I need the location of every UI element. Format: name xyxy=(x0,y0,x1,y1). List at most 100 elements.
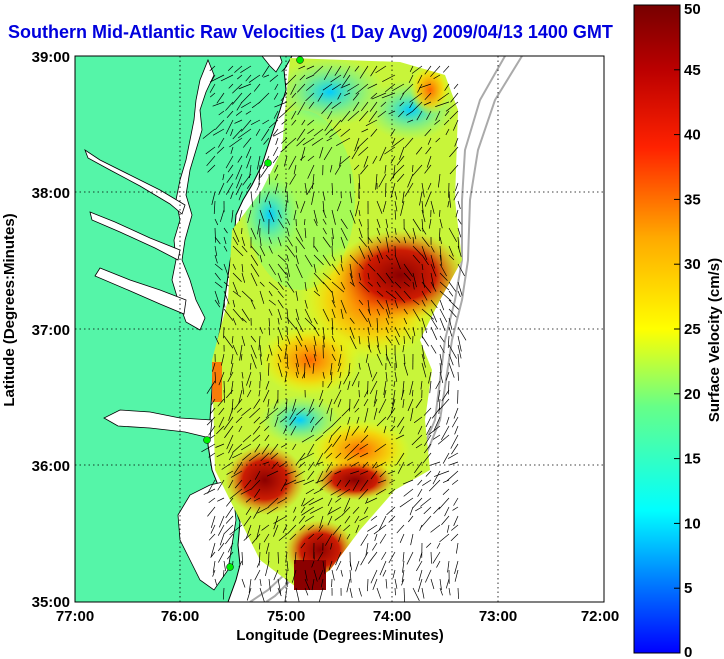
velocity-arrow xyxy=(236,407,243,413)
velocity-arrow xyxy=(228,407,234,421)
velocity-arrow xyxy=(438,173,441,188)
velocity-arrow xyxy=(383,380,387,395)
velocity-arrow xyxy=(334,470,342,475)
velocity-arrow xyxy=(320,578,324,588)
velocity-arrow xyxy=(444,110,450,117)
velocity-arrow xyxy=(340,227,348,241)
velocity-arrow xyxy=(225,182,234,195)
velocity-arrow xyxy=(418,569,423,581)
velocity-arrow xyxy=(432,470,441,485)
velocity-arrow xyxy=(376,587,382,599)
velocity-arrow xyxy=(385,371,388,382)
velocity-arrow xyxy=(339,371,342,379)
y-tick-label: 38:00 xyxy=(32,185,70,202)
velocity-arrow xyxy=(225,533,234,545)
velocity-arrow xyxy=(253,488,261,498)
velocity-arrow xyxy=(394,281,402,289)
velocity-arrow xyxy=(428,479,441,492)
velocity-arrow xyxy=(322,425,333,434)
velocity-arrow xyxy=(337,488,351,498)
velocity-arrow xyxy=(439,533,450,543)
velocity-arrow xyxy=(360,470,369,475)
velocity-arrow xyxy=(333,389,342,405)
velocity-arrow xyxy=(349,281,356,287)
velocity-arrow xyxy=(209,74,225,83)
velocity-arrow xyxy=(241,245,248,253)
velocity-arrow xyxy=(307,524,315,531)
velocity-arrow xyxy=(363,398,369,407)
velocity-arrow xyxy=(448,362,455,378)
velocity-arrow xyxy=(230,146,234,154)
velocity-arrow xyxy=(232,236,239,246)
velocity-arrow xyxy=(285,569,288,585)
velocity-arrow xyxy=(301,506,315,516)
velocity-arrow xyxy=(237,74,243,80)
velocity-arrow xyxy=(218,416,225,428)
velocity-arrow xyxy=(331,290,335,304)
velocity-arrow xyxy=(404,137,414,148)
velocity-arrow xyxy=(277,353,282,363)
velocity-arrow xyxy=(450,434,459,449)
velocity-arrow xyxy=(331,317,334,330)
velocity-arrow xyxy=(307,470,315,480)
velocity-arrow xyxy=(225,101,234,111)
velocity-arrow xyxy=(284,587,288,602)
velocity-arrow xyxy=(388,110,396,115)
velocity-arrow xyxy=(219,209,225,223)
velocity-arrow xyxy=(232,128,243,140)
velocity-arrow xyxy=(376,236,382,244)
velocity-arrow xyxy=(355,524,360,533)
velocity-arrow xyxy=(285,101,297,113)
velocity-arrow xyxy=(296,83,306,93)
velocity-arrow xyxy=(241,290,254,302)
velocity-arrow xyxy=(295,587,300,602)
velocity-arrow xyxy=(259,281,265,287)
velocity-arrow xyxy=(403,290,411,300)
velocity-arrow xyxy=(238,209,243,222)
velocity-arrow xyxy=(207,479,216,494)
velocity-arrow xyxy=(299,524,306,531)
velocity-arrow xyxy=(457,344,462,359)
velocity-arrow xyxy=(217,137,225,148)
velocity-arrow xyxy=(399,101,405,107)
velocity-arrow xyxy=(367,254,371,262)
velocity-arrow xyxy=(376,254,381,264)
velocity-arrow xyxy=(304,587,309,596)
velocity-arrow xyxy=(430,524,441,533)
velocity-arrow xyxy=(419,191,423,206)
velocity-arrow xyxy=(451,416,459,428)
velocity-arrow xyxy=(252,425,261,435)
colorbar-tick-label: 5 xyxy=(684,580,692,597)
velocity-arrow xyxy=(415,443,423,449)
velocity-arrow xyxy=(358,245,366,259)
velocity-arrow xyxy=(424,128,432,137)
velocity-arrow xyxy=(308,497,324,506)
velocity-arrow xyxy=(385,344,388,361)
velocity-arrow xyxy=(274,83,279,90)
velocity-arrow xyxy=(313,353,317,362)
velocity-arrow xyxy=(330,362,333,376)
velocity-arrow xyxy=(447,200,450,208)
velocity-arrow xyxy=(250,254,259,266)
velocity-arrow xyxy=(304,281,307,291)
velocity-arrow xyxy=(322,191,326,201)
velocity-arrow xyxy=(322,560,326,575)
velocity-arrow xyxy=(273,515,288,524)
velocity-arrow xyxy=(426,155,432,168)
velocity-arrow xyxy=(409,506,414,516)
velocity-arrow xyxy=(268,281,279,291)
velocity-arrow xyxy=(340,344,343,352)
y-tick-label: 36:00 xyxy=(32,458,70,475)
velocity-arrow xyxy=(425,542,432,548)
velocity-arrow xyxy=(246,389,252,398)
velocity-arrow xyxy=(421,317,428,334)
velocity-arrow xyxy=(268,209,275,223)
velocity-arrow xyxy=(448,281,457,292)
velocity-arrow xyxy=(367,344,372,353)
velocity-arrow xyxy=(331,101,342,109)
velocity-arrow xyxy=(457,371,459,381)
velocity-arrow xyxy=(277,272,282,283)
velocity-arrow xyxy=(379,533,387,544)
velocity-arrow xyxy=(296,407,306,416)
velocity-arrow xyxy=(313,569,318,582)
